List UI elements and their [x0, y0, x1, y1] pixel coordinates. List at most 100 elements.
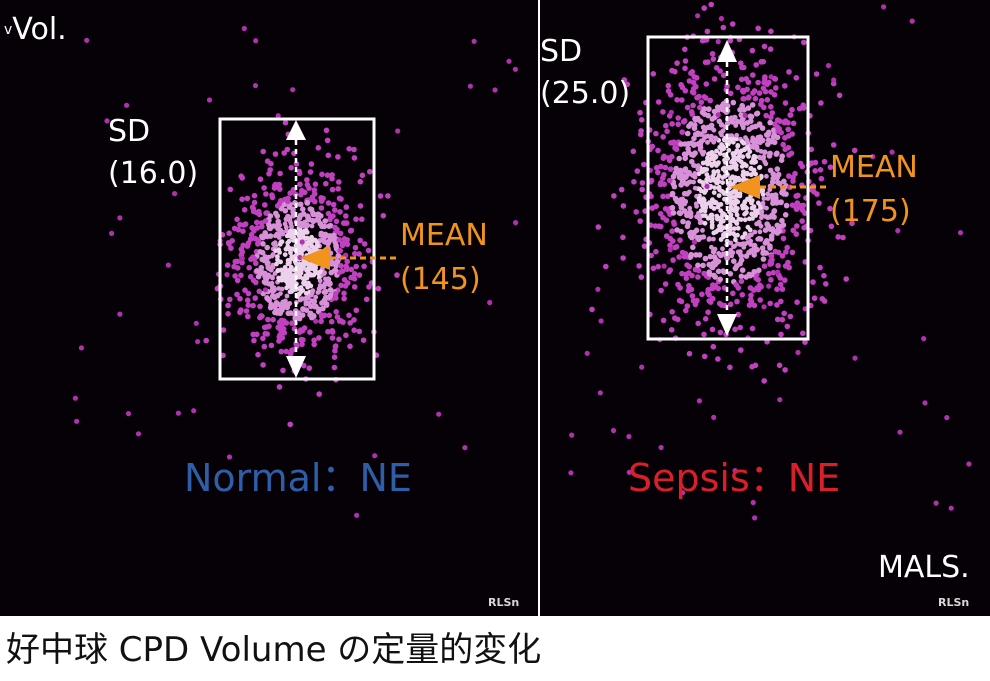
- scatter-point: [288, 264, 294, 270]
- scatter-point: [743, 274, 749, 280]
- scatter-point: [353, 263, 360, 270]
- scatter-point: [701, 94, 708, 100]
- scatter-point: [752, 229, 758, 235]
- scatter-point: [674, 97, 680, 103]
- scatter-point: [360, 337, 367, 344]
- normal-sd-box: [218, 117, 376, 381]
- scatter-point: [775, 262, 781, 269]
- scatter-point: [735, 311, 741, 318]
- scatter-point: [747, 227, 753, 233]
- scatter-point: [786, 173, 792, 179]
- scatter-point: [620, 255, 626, 261]
- sepsis-mean-value: (175): [830, 194, 911, 229]
- scatter-point: [351, 317, 357, 323]
- scatter-point: [708, 1, 714, 8]
- scatter-point: [246, 264, 252, 271]
- scatter-point: [789, 202, 796, 208]
- scatter-point: [830, 80, 837, 87]
- scatter-point: [638, 131, 644, 138]
- scatter-point: [790, 227, 796, 234]
- scatter-point: [741, 140, 746, 146]
- scatter-point: [332, 344, 339, 350]
- scatter-point: [705, 309, 711, 316]
- scatter-point: [703, 188, 709, 194]
- scatter-point: [344, 237, 351, 243]
- scatter-point: [365, 247, 372, 254]
- scatter-point: [287, 229, 293, 235]
- scatter-point: [765, 191, 771, 197]
- scatter-point: [760, 256, 767, 262]
- scatter-point: [611, 193, 617, 199]
- scatter-point: [363, 296, 370, 303]
- scatter-point: [261, 185, 267, 191]
- scatter-point: [316, 335, 322, 341]
- scatter-point: [337, 230, 344, 237]
- scatter-point: [707, 271, 713, 277]
- scatter-point: [667, 166, 674, 172]
- scatter-point: [660, 193, 666, 200]
- scatter-point: [239, 255, 245, 262]
- scatter-point: [270, 275, 275, 281]
- scatter-point: [251, 337, 257, 344]
- scatter-point: [695, 166, 701, 172]
- scatter-point: [747, 149, 753, 155]
- scatter-point: [135, 431, 142, 437]
- scatter-point: [733, 175, 738, 181]
- scatter-point: [761, 304, 767, 310]
- scatter-point: [330, 201, 337, 208]
- scatter-point: [715, 216, 720, 222]
- scatter-point: [268, 267, 274, 273]
- scatter-point: [773, 85, 779, 91]
- scatter-point: [686, 270, 692, 276]
- scatter-point: [817, 264, 823, 271]
- scatter-point: [357, 203, 364, 209]
- scatter-point: [738, 347, 744, 353]
- scatter-point: [341, 295, 347, 302]
- scatter-point: [679, 129, 685, 135]
- scatter-point: [326, 294, 333, 300]
- scatter-point: [707, 97, 713, 104]
- scatter-point: [239, 259, 245, 266]
- scatter-point: [658, 444, 664, 451]
- scatter-point: [225, 240, 232, 246]
- scatter-point: [621, 77, 628, 83]
- scatter-point: [662, 206, 669, 212]
- scatter-point: [771, 132, 777, 138]
- scatter-point: [343, 220, 350, 226]
- scatter-point: [288, 233, 293, 239]
- scatter-point: [897, 429, 903, 435]
- scatter-point: [679, 97, 685, 103]
- scatter-point: [690, 141, 697, 148]
- scatter-point: [677, 169, 684, 176]
- scatter-point: [240, 228, 246, 234]
- scatter-point: [330, 260, 337, 266]
- scatter-point: [732, 199, 737, 204]
- scatter-point: [568, 470, 574, 476]
- scatter-point: [682, 198, 689, 205]
- scatter-point: [252, 83, 259, 89]
- scatter-point: [748, 118, 754, 124]
- scatter-point: [333, 295, 339, 301]
- scatter-point: [283, 320, 290, 326]
- scatter-point: [678, 298, 685, 305]
- scatter-point: [664, 128, 670, 135]
- scatter-point: [653, 165, 660, 171]
- scatter-point: [741, 107, 747, 113]
- scatter-point: [726, 147, 732, 153]
- scatter-point: [282, 221, 288, 227]
- scatter-point: [745, 240, 751, 245]
- scatter-point: [250, 208, 257, 215]
- scatter-point: [333, 218, 340, 225]
- scatter-point: [329, 186, 336, 193]
- normal-sd-label: SD: [108, 114, 151, 149]
- normal-sd-value: (16.0): [108, 156, 199, 191]
- scatter-point: [258, 264, 265, 271]
- scatter-point: [288, 280, 294, 286]
- scatter-point: [344, 258, 351, 265]
- scatter-point: [835, 234, 841, 240]
- scatter-point: [715, 356, 721, 362]
- scatter-point: [696, 214, 702, 220]
- scatter-point: [727, 194, 732, 200]
- scatter-point: [674, 198, 680, 205]
- scatter-point: [318, 195, 324, 201]
